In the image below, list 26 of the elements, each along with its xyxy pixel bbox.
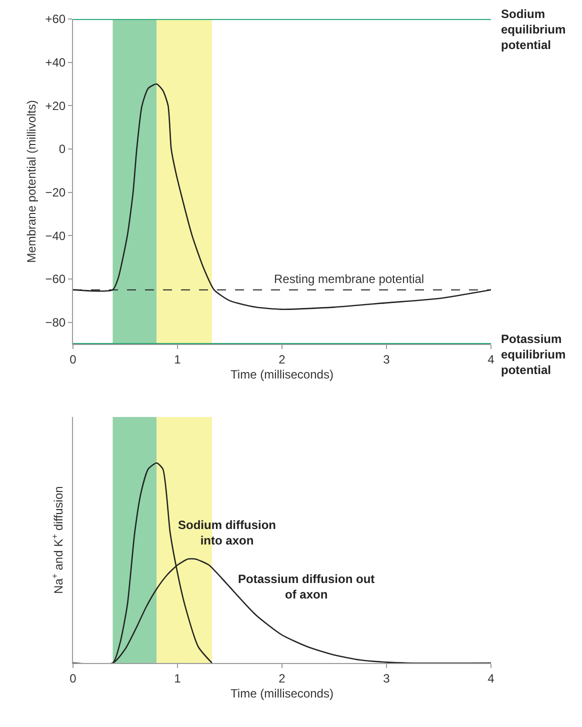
y-tick-label: +60 xyxy=(45,12,66,26)
x-tick-label: 3 xyxy=(383,671,390,686)
y-tick-label: −40 xyxy=(45,228,66,243)
series-label: Sodium diffusion into axon xyxy=(178,518,276,548)
x-tick-label: 1 xyxy=(174,671,182,686)
ref-line-label: Potassium equilibrium potential xyxy=(501,332,566,378)
x-tick-label: 2 xyxy=(278,671,286,686)
x-tick-label: 2 xyxy=(278,352,286,366)
x-tick-label: 0 xyxy=(70,352,77,366)
y-tick-label: −20 xyxy=(45,186,66,200)
ref-line-label: Resting membrane potential xyxy=(274,272,424,286)
y-tick-label: −60 xyxy=(45,272,66,286)
x-axis-title: Time (milliseconds) xyxy=(230,686,334,700)
x-tick-label: 4 xyxy=(488,352,495,366)
y-tick-label: +20 xyxy=(45,98,66,113)
y-tick-label: +40 xyxy=(45,56,66,70)
y-tick-label: 0 xyxy=(58,142,66,156)
x-tick-label: 3 xyxy=(383,352,390,366)
x-axis-title: Time (milliseconds) xyxy=(230,367,334,382)
series-label: Potassium diffusion out of axon xyxy=(238,572,375,602)
x-tick-label: 1 xyxy=(174,352,182,366)
x-tick-label: 0 xyxy=(70,671,77,686)
ref-line-label: Sodium equilibrium potential xyxy=(501,7,566,52)
y-tick-label: −80 xyxy=(45,316,66,330)
x-tick-label: 4 xyxy=(488,671,495,686)
y-axis-title: Membrane potential (millivolts) xyxy=(24,100,39,263)
